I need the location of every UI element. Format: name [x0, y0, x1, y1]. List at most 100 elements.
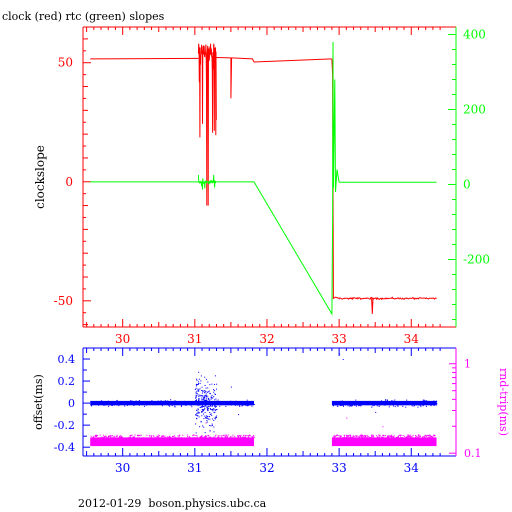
offset-point — [344, 404, 346, 406]
offset-point — [248, 401, 250, 403]
offset-point — [203, 397, 205, 399]
rnd-trip-point — [156, 435, 158, 437]
rnd-trip-point — [366, 435, 368, 437]
offset-point — [343, 405, 345, 407]
offset-point — [413, 405, 415, 407]
rnd-trip-point — [165, 437, 167, 439]
offset-point — [209, 408, 211, 410]
offset-point — [378, 404, 380, 406]
offset-point — [157, 400, 159, 402]
offset-point — [198, 390, 200, 392]
offset-point — [206, 401, 208, 403]
rnd-trip-point — [346, 436, 348, 438]
offset-point — [203, 409, 205, 411]
rnd-trip-point — [137, 434, 139, 436]
rnd-trip-point — [161, 435, 163, 437]
rnd-trip-point — [356, 435, 358, 437]
offset-point — [198, 398, 200, 400]
offset-point — [195, 399, 197, 401]
rnd-trip-point — [113, 435, 115, 437]
offset-point — [184, 401, 186, 403]
rnd-trip-point — [192, 437, 194, 439]
rnd-trip-point — [388, 434, 390, 436]
rnd-trip-point — [430, 437, 432, 439]
rnd-trip-point — [96, 435, 98, 437]
offset-point — [362, 403, 364, 405]
offset-point — [251, 405, 253, 407]
rnd-trip-point — [99, 434, 101, 436]
rnd-trip-point — [232, 434, 234, 436]
offset-point — [227, 402, 229, 404]
offset-point — [196, 415, 198, 417]
offset-point — [201, 386, 203, 388]
rnd-trip-point — [378, 434, 380, 436]
offset-point — [93, 403, 95, 405]
rnd-trip-point — [379, 435, 381, 437]
rnd-trip-point — [429, 434, 431, 436]
top-x-tick-label: 34 — [404, 332, 420, 346]
offset-point — [170, 404, 172, 406]
offset-point — [200, 375, 202, 377]
offset-point — [334, 403, 336, 405]
offset-point — [210, 404, 212, 406]
offset-point — [210, 398, 212, 400]
offset-point — [202, 391, 204, 393]
offset-point — [365, 403, 367, 405]
offset-point — [399, 402, 401, 404]
rnd-trip-point — [335, 435, 337, 437]
rnd-trip-point — [134, 434, 136, 436]
offset-point — [109, 403, 111, 405]
offset-point — [168, 402, 170, 404]
rnd-trip-point — [429, 436, 431, 438]
offset-point — [213, 401, 215, 403]
offset-point — [202, 402, 204, 404]
rnd-trip-point — [237, 436, 239, 438]
offset-point — [207, 396, 209, 398]
rnd-trip-point — [351, 437, 353, 439]
offset-point — [233, 402, 235, 404]
rnd-trip-point — [174, 436, 176, 438]
offset-point — [108, 402, 110, 404]
offset-point — [388, 401, 390, 403]
offset-point — [389, 402, 391, 404]
top-y-axis-label: clockslope — [33, 145, 47, 209]
rnd-trip-point — [200, 435, 202, 437]
offset-point — [382, 404, 384, 406]
offset-point — [92, 403, 94, 405]
offset-point — [201, 409, 203, 411]
offset-point — [147, 402, 149, 404]
offset-point — [400, 402, 402, 404]
offset-point — [201, 399, 203, 401]
rnd-trip-point — [399, 434, 401, 436]
rnd-trip-point — [371, 435, 373, 437]
offset-point — [225, 405, 227, 407]
offset-point — [123, 403, 125, 405]
offset-point — [107, 400, 109, 402]
clock-series-spike — [371, 298, 374, 314]
offset-point — [131, 400, 133, 402]
rnd-trip-point — [114, 437, 116, 439]
offset-point — [207, 400, 209, 402]
offset-point — [352, 401, 354, 403]
offset-point — [408, 401, 410, 403]
offset-point — [209, 392, 211, 394]
rnd-trip-point — [361, 435, 363, 437]
rnd-trip-point — [415, 435, 417, 437]
offset-point — [214, 418, 216, 420]
offset-point — [215, 406, 217, 408]
rnd-trip-point — [395, 436, 397, 438]
offset-point — [201, 412, 203, 414]
rnd-trip-point — [368, 436, 370, 438]
offset-point — [381, 402, 383, 404]
rnd-trip-point — [192, 435, 194, 437]
rnd-trip-point — [345, 434, 347, 436]
offset-point — [412, 402, 414, 404]
rnd-trip-point — [196, 436, 198, 438]
offset-point — [207, 387, 209, 389]
offset-point — [342, 404, 344, 406]
offset-point — [120, 402, 122, 404]
offset-point — [188, 403, 190, 405]
offset-point — [235, 400, 237, 402]
offset-point — [216, 383, 218, 385]
offset-point — [102, 402, 104, 404]
